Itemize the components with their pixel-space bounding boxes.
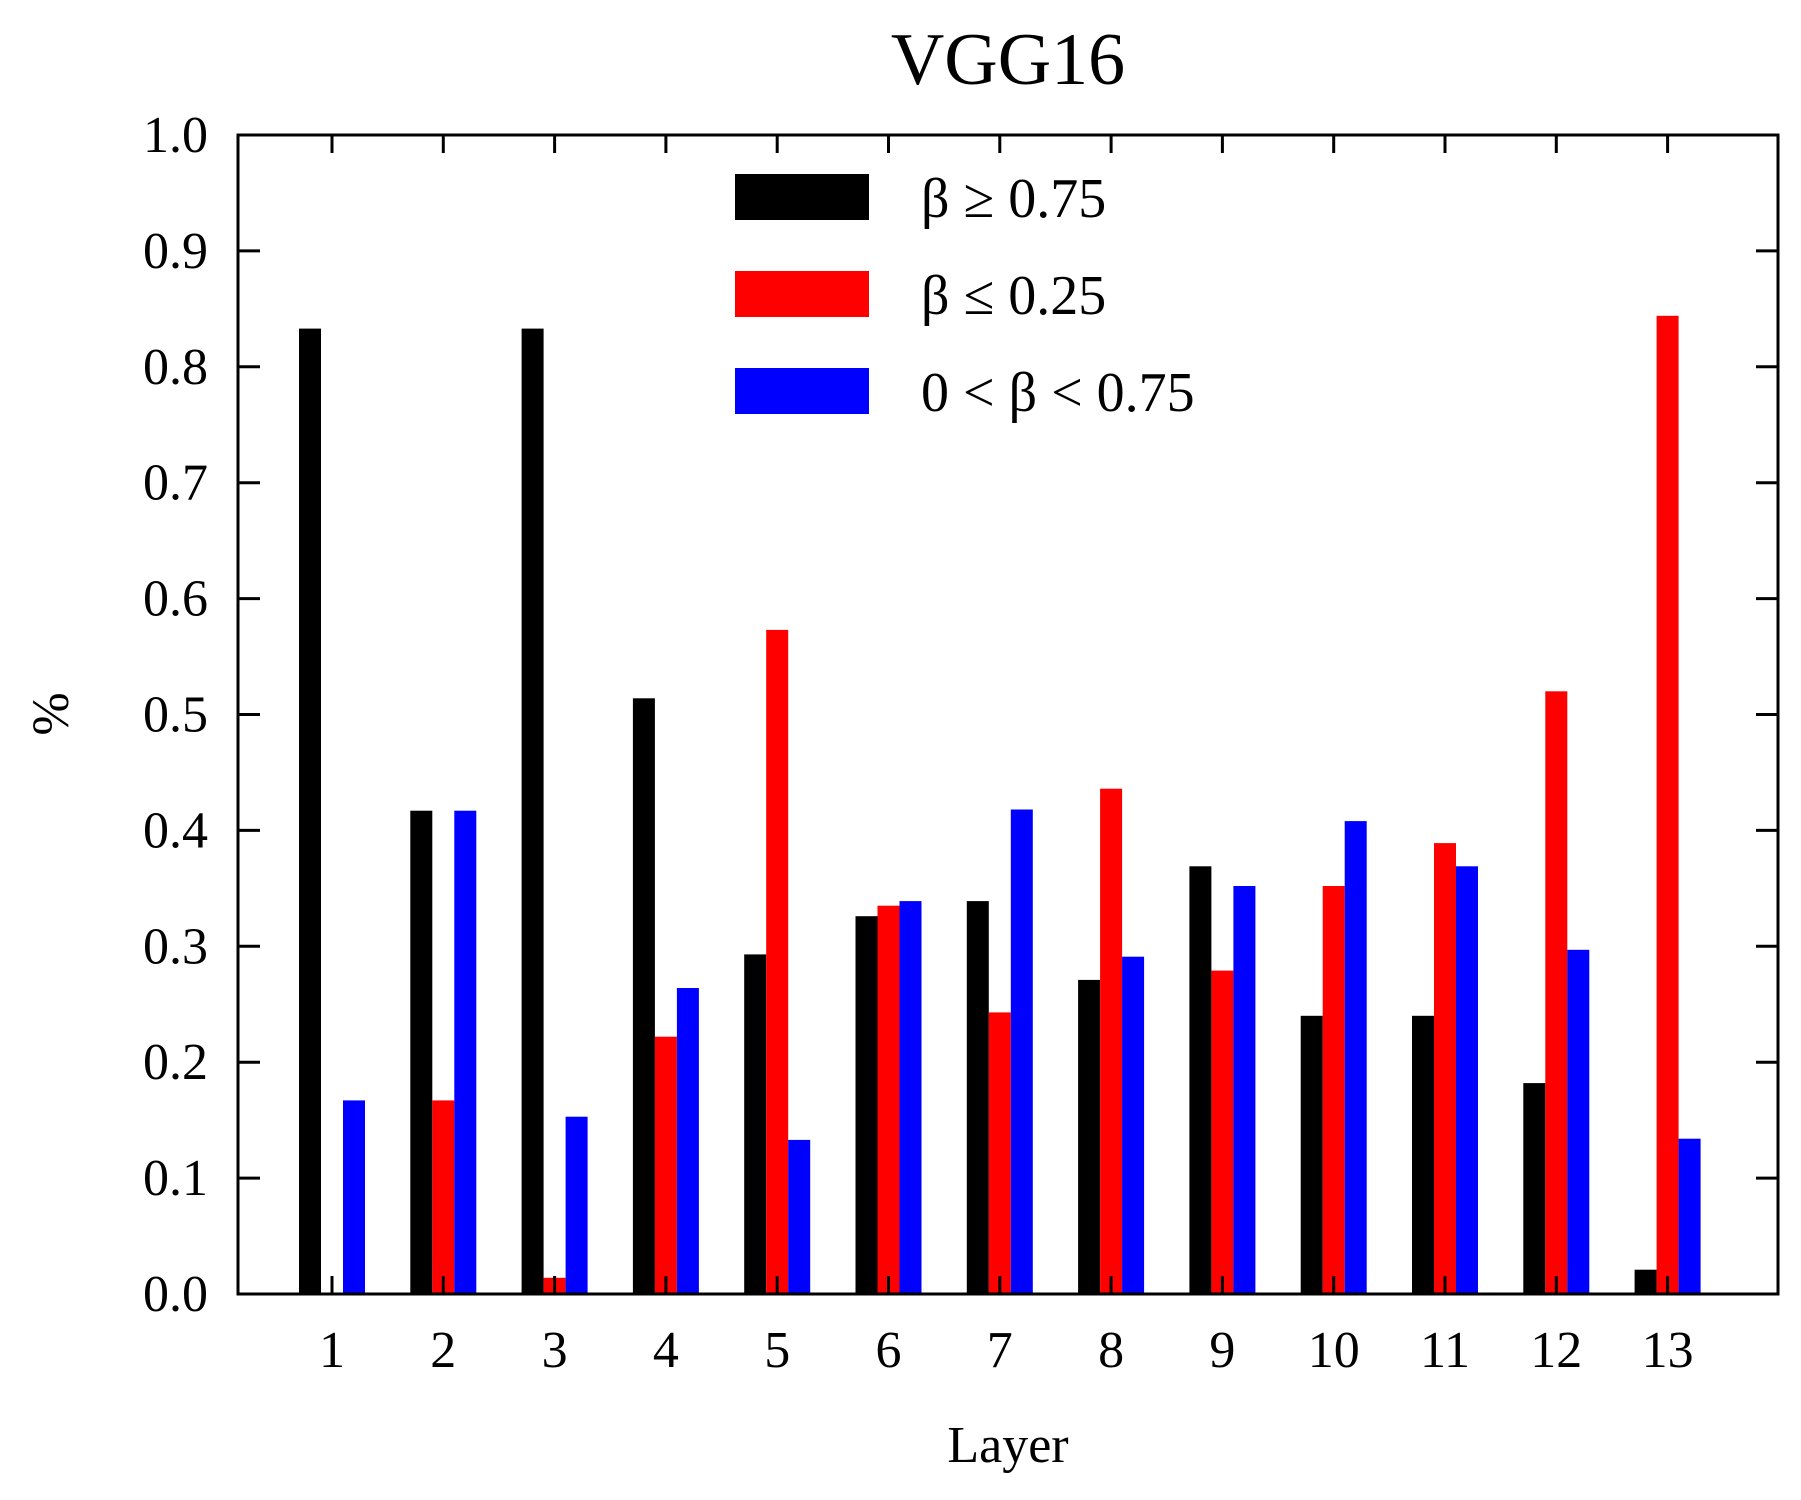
bars-layer bbox=[299, 315, 1701, 1295]
bar-series-2-layer-2 bbox=[432, 1100, 455, 1294]
bar-series-1-layer-9 bbox=[1189, 866, 1212, 1294]
bar-series-3-layer-1 bbox=[343, 1100, 365, 1294]
legend-swatch-2 bbox=[735, 271, 869, 317]
x-tick-label-13: 13 bbox=[1642, 1322, 1694, 1379]
bar-series-2-layer-7 bbox=[988, 1012, 1011, 1294]
legend-swatch-1 bbox=[735, 174, 869, 220]
x-tick-label-5: 5 bbox=[764, 1322, 790, 1379]
bar-series-3-layer-9 bbox=[1233, 886, 1256, 1294]
bar-series-1-layer-2 bbox=[410, 810, 433, 1294]
x-tick-label-2: 2 bbox=[430, 1322, 456, 1379]
legend-label-1: β ≥ 0.75 bbox=[921, 168, 1106, 230]
x-tick-label-6: 6 bbox=[876, 1322, 902, 1379]
y-axis-label: % bbox=[23, 692, 80, 735]
chart-title: VGG16 bbox=[891, 19, 1125, 101]
bar-series-1-layer-13 bbox=[1634, 1269, 1657, 1294]
bar-series-2-layer-9 bbox=[1211, 970, 1234, 1294]
x-tick-label-1: 1 bbox=[319, 1322, 345, 1379]
ticks-layer: 1 2 3 4 5 6 7 8 9 10 11 12 130.00.10.20.30.40.50.60.… bbox=[143, 107, 1778, 1379]
y-tick-label-1.0: 1.0 bbox=[143, 107, 208, 164]
bar-series-3-layer-12 bbox=[1567, 949, 1590, 1294]
bar-series-2-layer-11 bbox=[1434, 843, 1456, 1294]
bar-series-1-layer-1 bbox=[299, 328, 321, 1295]
legend-label-3: 0 < β < 0.75 bbox=[921, 362, 1195, 424]
bar-series-1-layer-4 bbox=[632, 698, 655, 1294]
plot-frame bbox=[236, 133, 1780, 1296]
y-tick-label-0.7: 0.7 bbox=[143, 455, 208, 512]
bar-series-3-layer-13 bbox=[1678, 1138, 1701, 1294]
bar-series-1-layer-12 bbox=[1523, 1083, 1546, 1294]
bar-series-2-layer-6 bbox=[877, 905, 900, 1294]
bar-series-3-layer-3 bbox=[565, 1116, 588, 1294]
bar-series-3-layer-11 bbox=[1456, 866, 1478, 1294]
y-tick-label-0.9: 0.9 bbox=[143, 223, 208, 280]
x-tick-label-11: 11 bbox=[1420, 1322, 1470, 1379]
bar-series-2-layer-4 bbox=[654, 1036, 677, 1294]
y-tick-label-0.1: 0.1 bbox=[143, 1150, 208, 1207]
legend-swatch-3 bbox=[735, 368, 869, 414]
bar-series-1-layer-3 bbox=[521, 328, 544, 1295]
bar-series-2-layer-12 bbox=[1545, 691, 1568, 1294]
y-tick-label-0.5: 0.5 bbox=[143, 687, 208, 744]
x-tick-label-9: 9 bbox=[1209, 1322, 1235, 1379]
y-tick-label-0.6: 0.6 bbox=[143, 571, 208, 628]
bar-series-3-layer-10 bbox=[1344, 821, 1367, 1294]
bar-series-3-layer-7 bbox=[1010, 809, 1033, 1294]
x-tick-label-3: 3 bbox=[542, 1322, 568, 1379]
x-tick-label-12: 12 bbox=[1530, 1322, 1582, 1379]
y-tick-label-0.8: 0.8 bbox=[143, 339, 208, 396]
bar-series-1-layer-11 bbox=[1412, 1015, 1434, 1294]
x-tick-label-7: 7 bbox=[987, 1322, 1013, 1379]
bar-series-1-layer-6 bbox=[855, 916, 878, 1294]
bar-series-2-layer-10 bbox=[1322, 886, 1345, 1294]
y-tick-label-0.0: 0.0 bbox=[143, 1266, 208, 1323]
bar-series-1-layer-5 bbox=[744, 954, 767, 1294]
bar-series-1-layer-10 bbox=[1300, 1015, 1323, 1294]
bar-series-2-layer-13 bbox=[1656, 315, 1679, 1294]
bar-series-3-layer-6 bbox=[899, 901, 922, 1294]
bar-series-3-layer-8 bbox=[1122, 956, 1145, 1294]
bar-series-3-layer-5 bbox=[788, 1139, 811, 1294]
legend-label-2: β ≤ 0.25 bbox=[921, 265, 1106, 327]
y-tick-label-0.2: 0.2 bbox=[143, 1034, 208, 1091]
bar-series-3-layer-4 bbox=[676, 988, 699, 1294]
y-tick-label-0.3: 0.3 bbox=[143, 918, 208, 975]
x-axis-label: Layer bbox=[947, 1417, 1068, 1474]
y-tick-label-0.4: 0.4 bbox=[143, 802, 208, 859]
bar-series-3-layer-2 bbox=[454, 810, 477, 1294]
legend: β ≥ 0.75 β ≤ 0.25 0 < β < 0.75 bbox=[735, 168, 1195, 424]
bar-series-1-layer-8 bbox=[1078, 979, 1101, 1294]
x-tick-label-4: 4 bbox=[653, 1322, 679, 1379]
bar-series-2-layer-5 bbox=[766, 629, 789, 1294]
bar-series-2-layer-8 bbox=[1100, 788, 1123, 1294]
x-tick-label-10: 10 bbox=[1308, 1322, 1360, 1379]
bar-series-1-layer-7 bbox=[966, 901, 989, 1294]
x-tick-label-8: 8 bbox=[1098, 1322, 1124, 1379]
